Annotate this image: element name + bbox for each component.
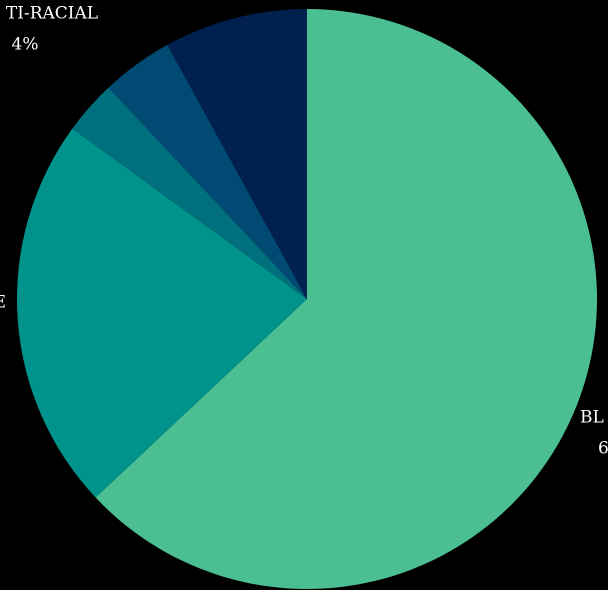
slice-label: E — [0, 293, 6, 313]
slice-label: TI-RACIAL — [6, 4, 98, 24]
slice-value-label: 4% — [12, 35, 39, 55]
slice-label: BL — [580, 408, 604, 428]
pie-slice — [16, 128, 307, 498]
pie-slice — [108, 44, 307, 299]
pie-slice — [95, 9, 598, 589]
slice-value-label: 6 — [598, 439, 608, 459]
pie-slice — [72, 87, 307, 300]
pie-slice — [167, 9, 307, 299]
